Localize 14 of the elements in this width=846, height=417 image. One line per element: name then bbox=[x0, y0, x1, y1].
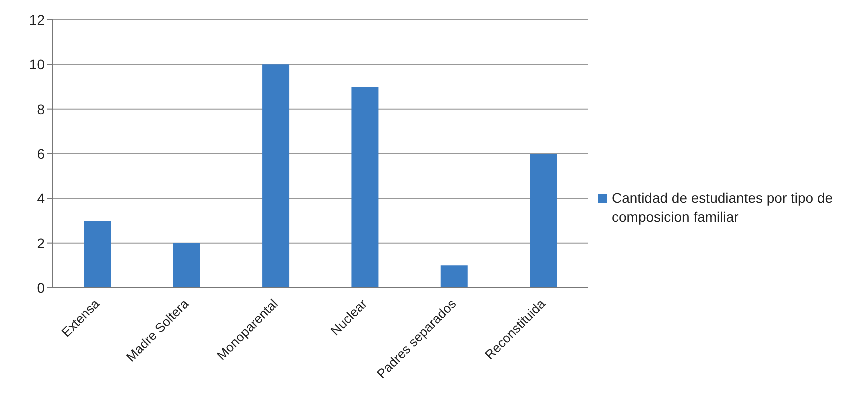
y-tick-label: 8 bbox=[37, 101, 46, 118]
y-tick-label: 0 bbox=[37, 280, 46, 296]
bar bbox=[352, 87, 379, 288]
y-tick-label: 4 bbox=[37, 190, 46, 207]
y-tick-label: 10 bbox=[29, 56, 46, 73]
legend-label: Cantidad de estudiantes por tipo de composicion familiar bbox=[612, 189, 834, 227]
bar bbox=[262, 64, 290, 288]
bar bbox=[530, 154, 558, 288]
y-tick-label: 2 bbox=[37, 235, 46, 252]
bar bbox=[173, 243, 200, 288]
bar bbox=[440, 266, 468, 288]
y-tick-label: 12 bbox=[29, 12, 46, 28]
y-tick-label: 6 bbox=[37, 146, 46, 162]
bar bbox=[84, 221, 112, 288]
